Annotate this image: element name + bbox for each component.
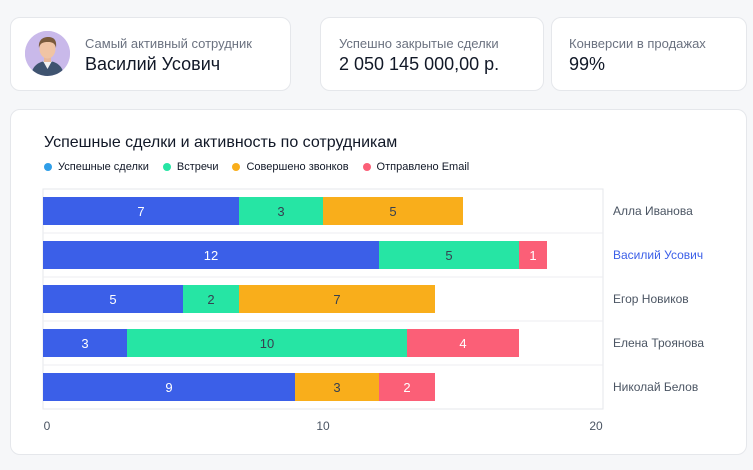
legend-item-3[interactable]: Отправлено Email	[362, 161, 470, 173]
bar-segment	[239, 285, 435, 313]
person-avatar-icon	[25, 31, 70, 76]
bar-segment	[239, 197, 323, 225]
x-tick-label: 20	[589, 419, 603, 433]
bar-value-label: 3	[333, 380, 340, 395]
category-label: Николай Белов	[613, 380, 698, 394]
bar-value-label: 5	[445, 248, 452, 263]
kpi-value: Василий Усович	[85, 54, 221, 74]
category-label: Алла Иванова	[613, 204, 693, 218]
legend-dot-icon	[44, 163, 52, 171]
chart-title: Успешные сделки и активность по сотрудни…	[44, 134, 398, 151]
legend-dot-icon	[162, 163, 171, 171]
legend-item-0[interactable]: Успешные сделки	[44, 161, 149, 173]
category-label: Василий Усович	[613, 248, 703, 262]
bar-segment	[379, 373, 435, 401]
x-tick-label: 0	[44, 419, 51, 433]
legend-dot-icon	[362, 163, 371, 171]
kpi-label: Успешно закрытые сделки	[339, 36, 499, 51]
bar-value-label: 2	[403, 380, 410, 395]
legend-item-2[interactable]: Совершено звонков	[232, 161, 349, 173]
bar-value-label: 12	[204, 248, 218, 263]
kpi-card-conversion: Конверсии в продажах 99%	[551, 17, 747, 91]
bar-value-label: 5	[389, 204, 396, 219]
chart-legend: Успешные сделки Встречи Совершено звонков О…	[44, 161, 469, 173]
kpi-value: 2 050 145 000,00 р.	[339, 54, 500, 74]
bar-value-label: 2	[207, 292, 214, 307]
bar-segment	[43, 285, 183, 313]
category-label: Егор Новиков	[613, 292, 689, 306]
bar-value-label: 10	[260, 336, 274, 351]
bar-segment	[43, 197, 239, 225]
category-label: Елена Троянова	[613, 336, 704, 350]
bar-segment	[43, 329, 127, 357]
kpi-value: 99%	[569, 54, 606, 74]
legend-label: Совершено звонков	[246, 161, 349, 173]
kpi-label: Конверсии в продажах	[569, 36, 706, 51]
bar-segment	[43, 241, 379, 269]
bar-value-label: 9	[165, 380, 172, 395]
bar-value-label: 1	[529, 248, 536, 263]
bar-segment	[183, 285, 239, 313]
legend-label: Успешные сделки	[58, 161, 149, 173]
bar-value-label: 7	[333, 292, 340, 307]
x-tick-label: 10	[316, 419, 330, 433]
kpi-label: Самый активный сотрудник	[85, 36, 252, 51]
bar-segment	[43, 373, 295, 401]
bar-value-label: 3	[277, 204, 284, 219]
legend-label: Отправлено Email	[376, 161, 470, 173]
bar-segment	[295, 373, 379, 401]
kpi-card-closed-deals: Успешно закрытые сделки 2 050 145 000,00…	[320, 17, 544, 91]
bar-segment	[519, 241, 547, 269]
legend-dot-icon	[232, 163, 241, 171]
kpi-card-top-employee: Самый активный сотрудник Василий Усович	[10, 17, 291, 91]
bar-value-label: 3	[81, 336, 88, 351]
bar-segment	[407, 329, 519, 357]
legend-label: Встречи	[176, 161, 219, 173]
bar-segment	[127, 329, 407, 357]
bar-segment	[379, 241, 519, 269]
bar-value-label: 4	[459, 336, 466, 351]
bar-value-label: 7	[137, 204, 144, 219]
legend-item-1[interactable]: Встречи	[162, 161, 219, 173]
bar-value-label: 5	[109, 292, 116, 307]
bar-segment	[323, 197, 463, 225]
